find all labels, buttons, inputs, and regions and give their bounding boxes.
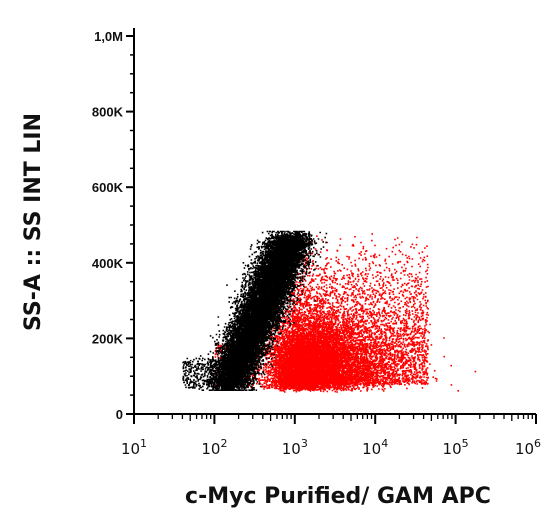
series-red-dots bbox=[214, 233, 477, 393]
axes bbox=[126, 28, 537, 424]
y-tick-label: 600K bbox=[92, 180, 124, 195]
x-tick-label: 106 bbox=[515, 437, 541, 458]
x-tick-label: 103 bbox=[282, 437, 308, 458]
series-black-dots bbox=[182, 230, 328, 391]
x-tick-label: 101 bbox=[121, 437, 147, 458]
y-tick-label: 0 bbox=[116, 407, 123, 422]
x-tick-label: 104 bbox=[362, 437, 388, 458]
x-tick-label: 105 bbox=[443, 437, 469, 458]
y-tick-label: 400K bbox=[92, 256, 124, 271]
y-axis-title: SS-A :: SS INT LIN bbox=[21, 113, 46, 331]
x-axis-title: c-Myc Purified/ GAM APC bbox=[185, 484, 491, 509]
scatter-dots-dots-black bbox=[182, 230, 328, 391]
y-tick-label: 800K bbox=[92, 105, 124, 120]
x-tick-labels: 101 102 103 104 105 106 bbox=[121, 437, 541, 458]
y-tick-labels: 0 200K 400K 600K 800K 1,0M bbox=[92, 29, 124, 422]
scatter-dots-dots-red bbox=[214, 233, 477, 393]
x-tick-label: 102 bbox=[201, 437, 227, 458]
y-tick-label: 1,0M bbox=[94, 29, 123, 44]
y-tick-label: 200K bbox=[92, 331, 124, 346]
